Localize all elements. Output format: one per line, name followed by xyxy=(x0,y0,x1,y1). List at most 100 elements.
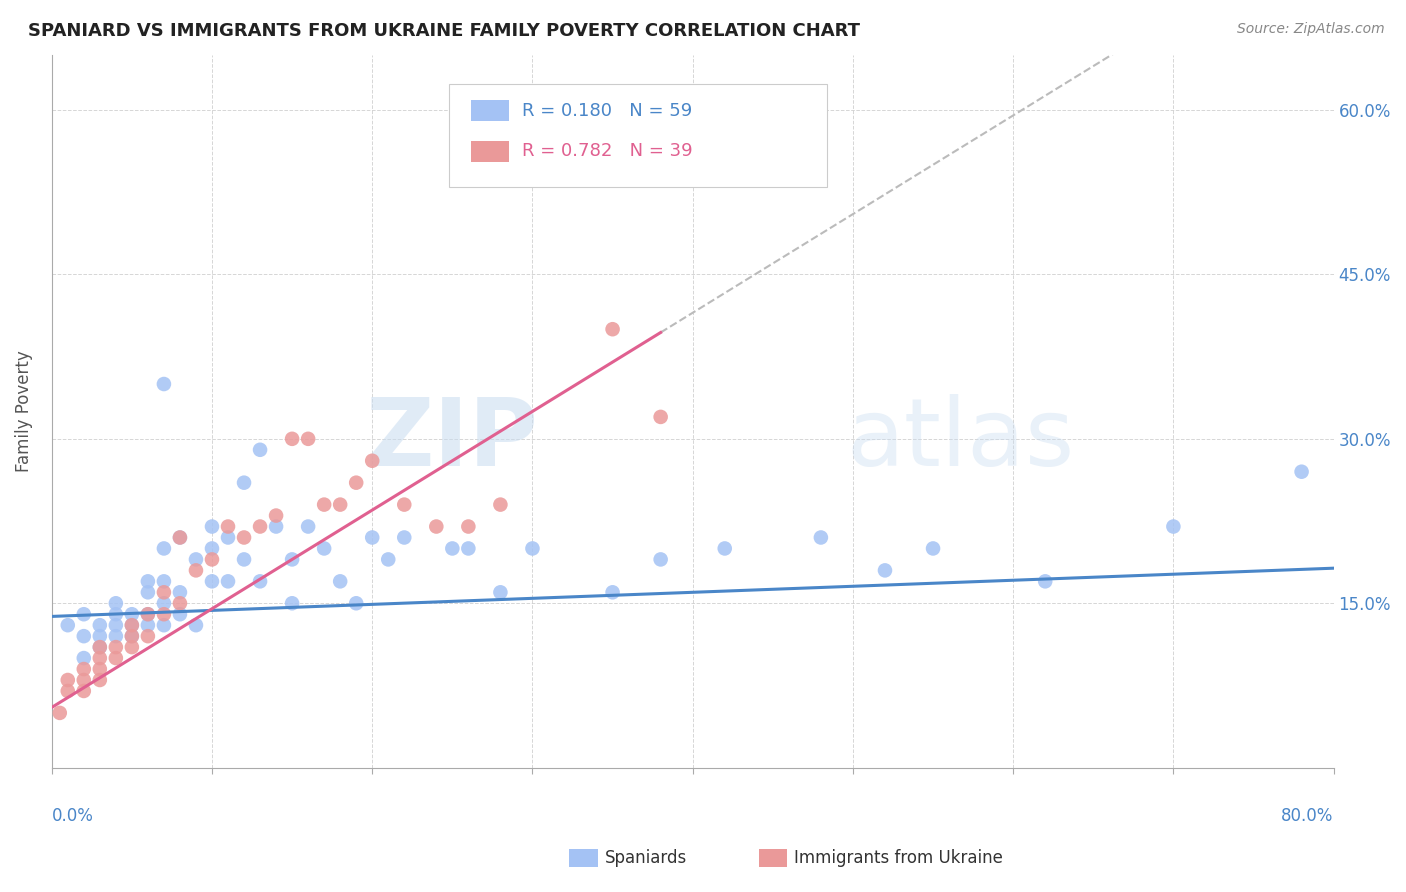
Point xyxy=(136,585,159,599)
Point xyxy=(104,618,127,632)
Point xyxy=(104,651,127,665)
Point xyxy=(314,541,336,556)
Point xyxy=(184,552,207,566)
Point xyxy=(281,432,304,446)
Point xyxy=(73,673,96,687)
Point xyxy=(49,706,72,720)
Point xyxy=(1033,574,1056,589)
Point xyxy=(249,574,271,589)
Point xyxy=(153,574,176,589)
Point xyxy=(169,596,191,610)
Point xyxy=(73,607,96,622)
Point xyxy=(394,531,416,545)
Point xyxy=(602,585,624,599)
Point xyxy=(217,531,239,545)
Bar xyxy=(471,100,509,121)
Point xyxy=(602,322,624,336)
Point xyxy=(169,585,191,599)
Point xyxy=(89,662,111,676)
Text: Spaniards: Spaniards xyxy=(605,849,686,867)
Text: ZIP: ZIP xyxy=(366,394,538,486)
Point xyxy=(104,596,127,610)
Point xyxy=(201,574,224,589)
Point xyxy=(73,662,96,676)
Point xyxy=(233,552,256,566)
Point xyxy=(650,409,672,424)
Point xyxy=(56,684,79,698)
Point xyxy=(489,585,512,599)
Point xyxy=(104,640,127,654)
Point xyxy=(104,629,127,643)
Text: 0.0%: 0.0% xyxy=(52,807,94,825)
Point xyxy=(922,541,945,556)
Point xyxy=(56,618,79,632)
Point xyxy=(329,574,352,589)
Point xyxy=(441,541,464,556)
Point xyxy=(1163,519,1185,533)
Point xyxy=(121,640,143,654)
Point xyxy=(489,498,512,512)
Point xyxy=(184,618,207,632)
Point xyxy=(713,541,735,556)
Point xyxy=(153,618,176,632)
Point xyxy=(121,618,143,632)
Point xyxy=(169,531,191,545)
Point xyxy=(344,596,367,610)
Point xyxy=(73,684,96,698)
Point xyxy=(104,607,127,622)
Point xyxy=(121,629,143,643)
Bar xyxy=(471,141,509,162)
Point xyxy=(89,640,111,654)
Point xyxy=(457,541,479,556)
Point xyxy=(329,498,352,512)
Point xyxy=(394,498,416,512)
Point xyxy=(201,541,224,556)
Point xyxy=(650,552,672,566)
Y-axis label: Family Poverty: Family Poverty xyxy=(15,351,32,472)
Point xyxy=(377,552,399,566)
Point xyxy=(169,607,191,622)
Point xyxy=(264,519,287,533)
Point xyxy=(153,596,176,610)
Point xyxy=(810,531,832,545)
Point xyxy=(425,519,447,533)
Point xyxy=(153,607,176,622)
Point xyxy=(457,519,479,533)
Text: atlas: atlas xyxy=(846,394,1074,486)
Point xyxy=(281,552,304,566)
Point xyxy=(153,377,176,392)
Point xyxy=(89,651,111,665)
Point xyxy=(73,651,96,665)
Point xyxy=(713,158,735,172)
Point xyxy=(136,629,159,643)
Text: R = 0.180   N = 59: R = 0.180 N = 59 xyxy=(522,102,692,120)
Point xyxy=(89,640,111,654)
Point xyxy=(136,607,159,622)
Point xyxy=(153,541,176,556)
Point xyxy=(153,585,176,599)
Point xyxy=(184,563,207,577)
Point xyxy=(1291,465,1313,479)
Point xyxy=(89,673,111,687)
Point xyxy=(281,596,304,610)
Point xyxy=(73,629,96,643)
Point xyxy=(297,432,319,446)
Text: 80.0%: 80.0% xyxy=(1281,807,1334,825)
Point xyxy=(233,531,256,545)
Point xyxy=(121,607,143,622)
Point xyxy=(217,519,239,533)
Point xyxy=(249,442,271,457)
Point xyxy=(169,531,191,545)
Point xyxy=(344,475,367,490)
Point xyxy=(264,508,287,523)
Point xyxy=(121,629,143,643)
Text: Source: ZipAtlas.com: Source: ZipAtlas.com xyxy=(1237,22,1385,37)
Point xyxy=(89,618,111,632)
Text: Immigrants from Ukraine: Immigrants from Ukraine xyxy=(794,849,1004,867)
Point xyxy=(136,618,159,632)
FancyBboxPatch shape xyxy=(449,84,827,187)
Point xyxy=(297,519,319,533)
Point xyxy=(136,607,159,622)
Point xyxy=(136,574,159,589)
Point xyxy=(121,618,143,632)
